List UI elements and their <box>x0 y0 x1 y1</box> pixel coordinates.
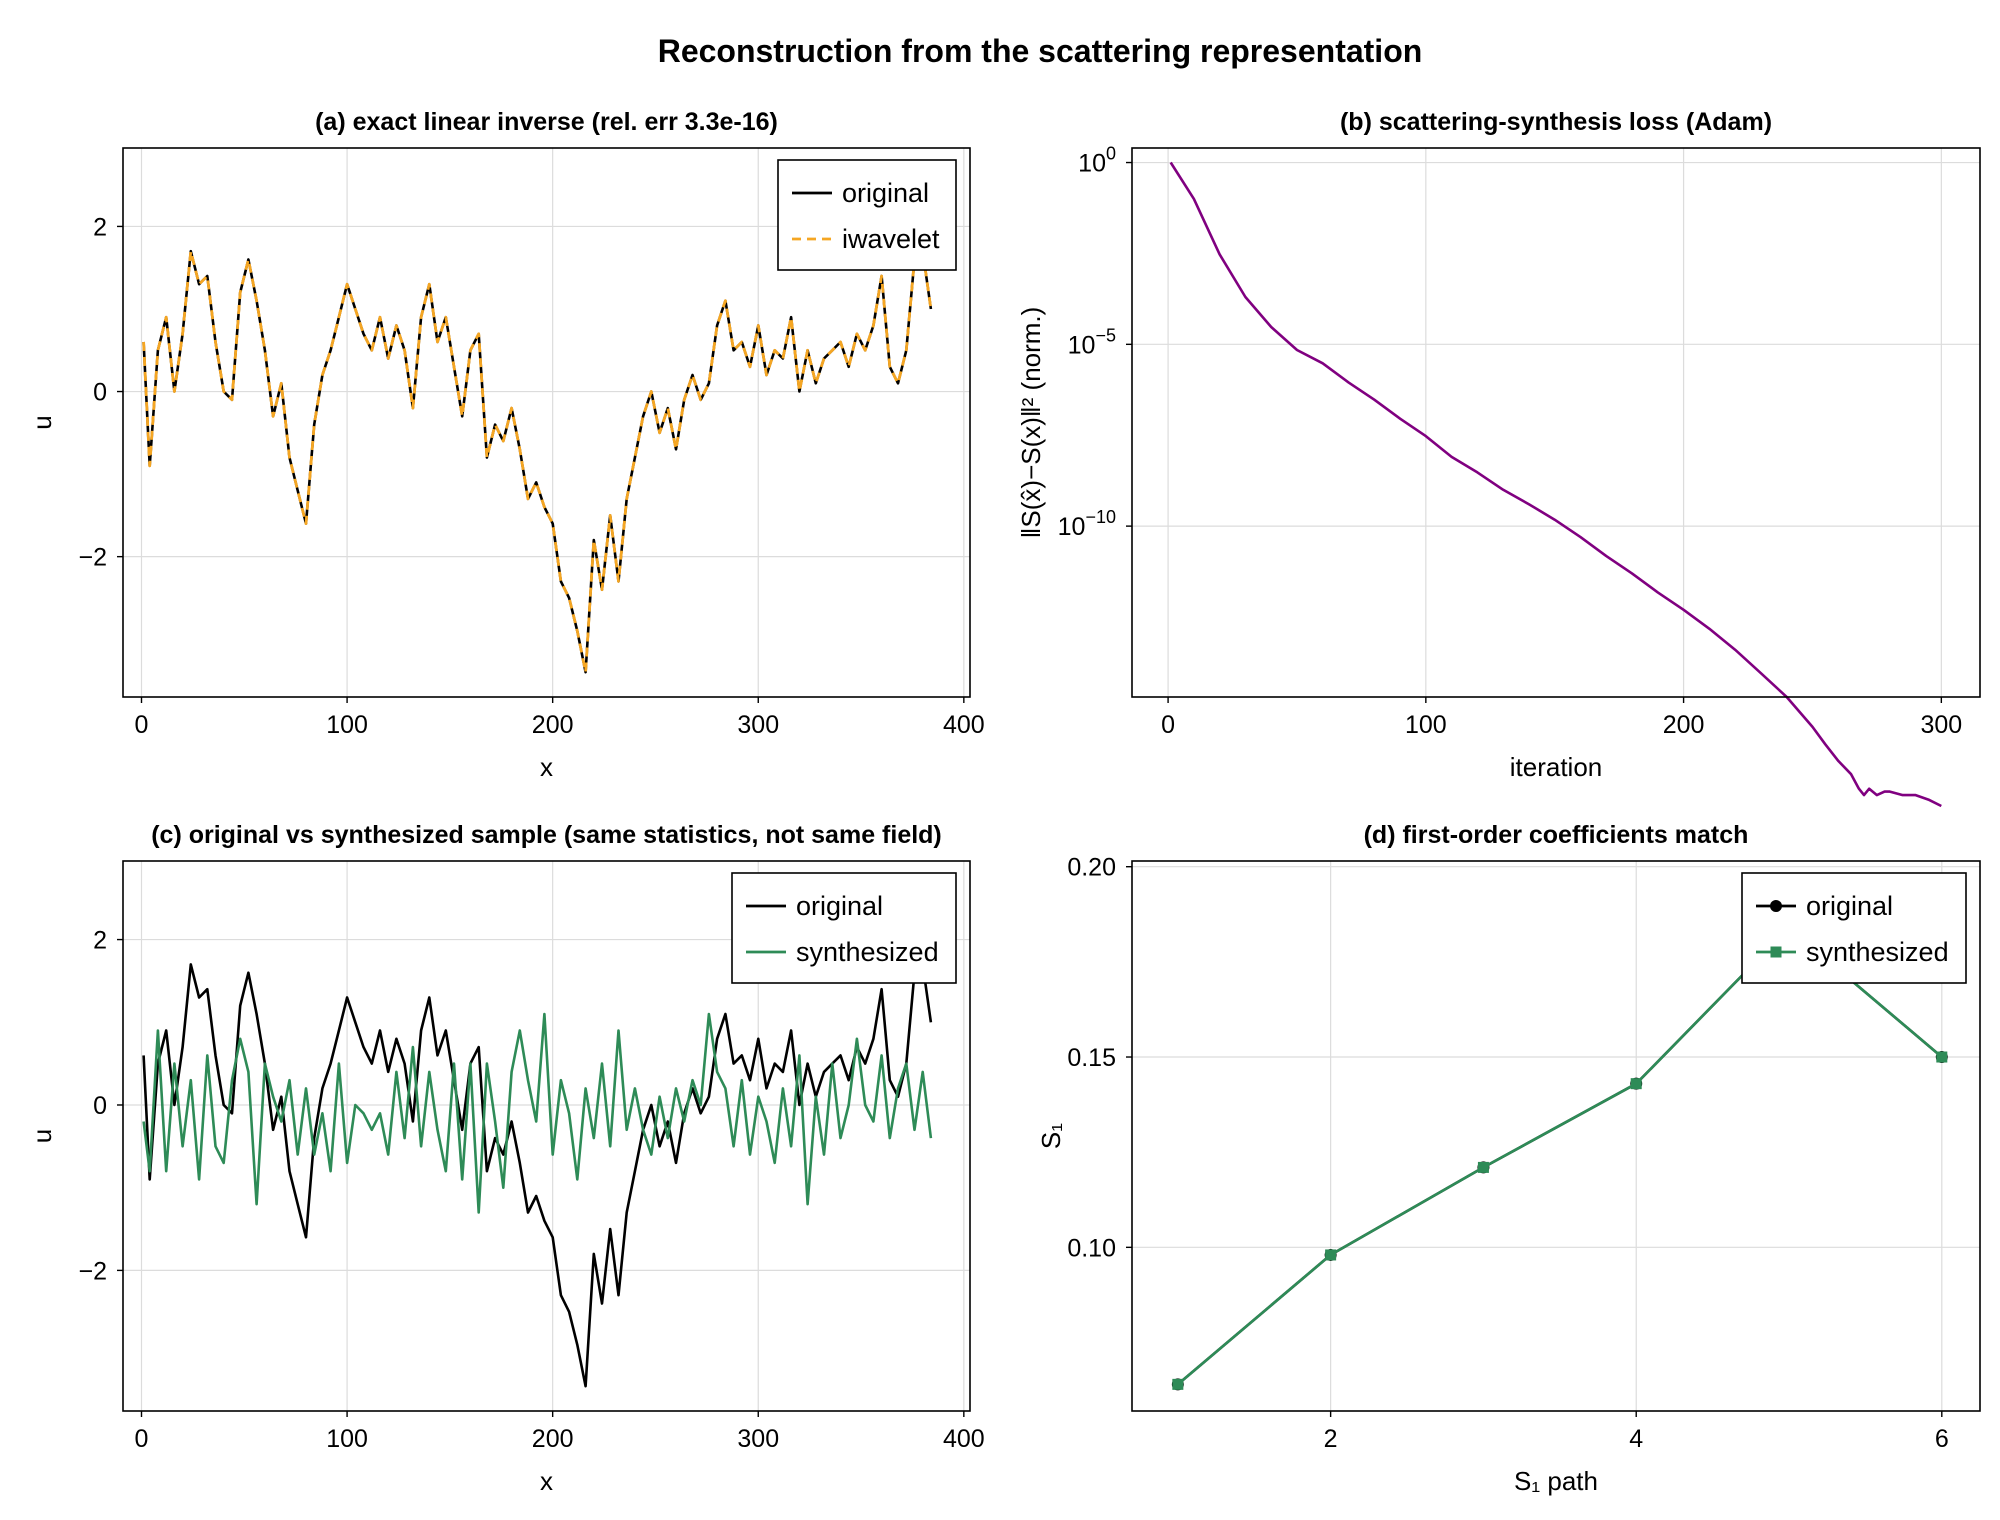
x-tick-label: 100 <box>1405 711 1447 739</box>
y-tick-base: 10 <box>1068 331 1096 359</box>
panel-title: (b) scattering-synthesis loss (Adam) <box>1340 108 1772 136</box>
x-tick-label: 200 <box>532 1425 574 1453</box>
marker-square <box>1172 1378 1184 1390</box>
plot-frame <box>1131 860 1981 1412</box>
x-tick-label: 300 <box>737 711 779 739</box>
x-tick-label: 300 <box>737 1425 779 1453</box>
marker-square <box>1630 1078 1642 1090</box>
panel-title: (a) exact linear inverse (rel. err 3.3e-… <box>315 108 778 136</box>
legend: original iwavelet <box>777 159 957 271</box>
panel-c: 0 100 200 300 400 2 0 −2 (c) original vs synthes… <box>27 821 985 1496</box>
y-tick-label: 100 <box>1078 144 1116 178</box>
panel-title: (d) first-order coefficients match <box>1364 821 1749 849</box>
y-tick-label: −2 <box>78 1257 107 1285</box>
x-tick-label: 2 <box>1324 1425 1338 1453</box>
series-line-loss <box>1169 161 1942 808</box>
y-axis-label: S₁ <box>1036 1123 1066 1149</box>
y-tick-base: 10 <box>1078 150 1106 178</box>
panel-a: 0 100 200 300 400 2 0 −2 (a) exact linear invers… <box>27 108 985 782</box>
x-tick-label: 200 <box>532 711 574 739</box>
x-tick-label: 6 <box>1935 1425 1949 1453</box>
y-tick-label: 0.20 <box>1067 854 1116 882</box>
x-tick-label: 0 <box>135 711 149 739</box>
legend-label: synthesized <box>796 937 939 967</box>
legend-label: iwavelet <box>842 224 940 254</box>
legend: original synthesized <box>731 872 957 984</box>
legend: original synthesized <box>1741 872 1967 984</box>
series-line-synthesized <box>142 1012 933 1214</box>
legend-marker-circle <box>1770 900 1782 912</box>
x-tick-label: 300 <box>1920 711 1962 739</box>
x-axis-label: x <box>540 752 553 782</box>
figure-title: Reconstruction from the scattering repre… <box>658 33 1423 69</box>
legend-box <box>731 872 957 984</box>
x-tick-label: 200 <box>1663 711 1705 739</box>
legend-marker-square <box>1770 946 1782 958</box>
legend-box <box>777 159 957 271</box>
marker-square <box>1477 1161 1489 1173</box>
x-tick-label: 100 <box>326 1425 368 1453</box>
plot-frame <box>1131 147 1981 698</box>
x-axis-label: S₁ path <box>1514 1466 1598 1496</box>
marker-square <box>1936 1051 1948 1063</box>
y-axis-label: u <box>27 1129 57 1143</box>
legend-label: original <box>796 891 883 921</box>
y-tick-label: 2 <box>93 213 107 241</box>
y-tick-exponent: −5 <box>1095 325 1116 345</box>
y-tick-label: 10−5 <box>1068 325 1116 359</box>
x-tick-label: 400 <box>943 711 985 739</box>
legend-label: original <box>842 178 929 208</box>
y-tick-label: 0.10 <box>1067 1234 1116 1262</box>
panel-title: (c) original vs synthesized sample (same… <box>151 821 942 849</box>
y-tick-label: 0 <box>93 379 107 407</box>
x-tick-label: 4 <box>1629 1425 1643 1453</box>
x-tick-label: 0 <box>135 1425 149 1453</box>
y-tick-label: 0 <box>93 1092 107 1120</box>
series-line-iwavelet <box>142 249 933 674</box>
y-tick-label: 10−10 <box>1058 507 1116 541</box>
y-axis-label: ‖S(x̂)−S(x)‖² (norm.) <box>1016 307 1046 539</box>
x-tick-label: 100 <box>326 711 368 739</box>
y-tick-label: −2 <box>78 544 107 572</box>
y-tick-exponent: −10 <box>1085 507 1116 527</box>
x-axis-label: x <box>540 1466 553 1496</box>
series-line-original <box>142 963 933 1388</box>
x-axis-label: iteration <box>1510 752 1603 782</box>
y-tick-base: 10 <box>1058 513 1086 541</box>
y-axis-label: u <box>27 415 57 429</box>
legend-label: original <box>1806 891 1893 921</box>
y-tick-label: 2 <box>93 927 107 955</box>
marker-square <box>1325 1249 1337 1261</box>
plot-frame <box>122 147 971 698</box>
plot-frame <box>122 860 971 1412</box>
panel-d: 2 4 6 0.20 0.15 0.10 (d) first-order coefficie… <box>1036 821 1981 1496</box>
y-tick-exponent: 0 <box>1106 144 1116 164</box>
legend-label: synthesized <box>1806 937 1949 967</box>
x-tick-label: 0 <box>1161 711 1175 739</box>
legend-box <box>1741 872 1967 984</box>
x-tick-label: 400 <box>943 1425 985 1453</box>
y-tick-label: 0.15 <box>1067 1044 1116 1072</box>
